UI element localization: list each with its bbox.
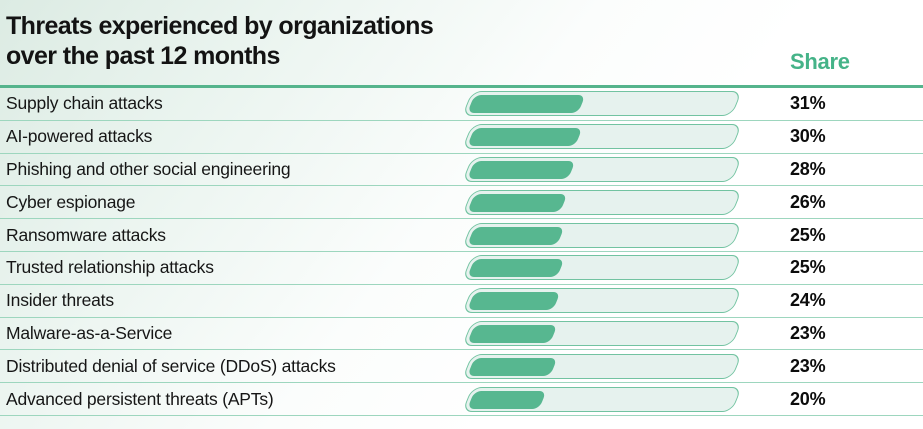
threat-label: Ransomware attacks <box>6 224 166 245</box>
table-row: Cyber espionage 26% <box>0 186 923 220</box>
bar-cell <box>461 88 743 120</box>
bar-track <box>461 91 743 117</box>
share-value: 23% <box>790 322 826 343</box>
table-row: Advanced persistent threats (APTs) 20% <box>0 383 923 416</box>
bar-track <box>461 156 743 182</box>
table-row: Distributed denial of service (DDoS) att… <box>0 350 923 384</box>
share-value: 26% <box>790 191 826 212</box>
bar-fill <box>467 291 561 310</box>
bar-fill <box>467 193 568 212</box>
share-value: 28% <box>790 158 826 179</box>
bar-fill <box>467 160 576 179</box>
bar-fill <box>467 94 586 113</box>
bar-cell <box>461 186 743 218</box>
share-value: 31% <box>790 93 826 114</box>
threat-label: Distributed denial of service (DDoS) att… <box>6 355 336 376</box>
threat-label: Insider threats <box>6 290 114 311</box>
table-row: Trusted relationship attacks 25% <box>0 252 923 285</box>
bar-cell <box>461 318 743 350</box>
table-row: Phishing and other social engineering 28… <box>0 154 923 187</box>
share-column-header: Share <box>790 49 850 74</box>
share-value: 24% <box>790 290 826 311</box>
share-value: 30% <box>790 126 826 147</box>
threat-label: Trusted relationship attacks <box>6 257 214 278</box>
chart-header: Threats experienced by organizations ove… <box>0 0 923 85</box>
bar-track <box>461 386 743 412</box>
bar-cell <box>461 350 743 382</box>
table-row: Malware-as-a-Service 23% <box>0 318 923 351</box>
bar-fill <box>467 127 583 146</box>
threat-label: Malware-as-a-Service <box>6 322 173 343</box>
bar-track <box>461 288 743 314</box>
share-value: 23% <box>790 355 826 376</box>
bar-cell <box>461 219 743 251</box>
chart-table: Supply chain attacks 31% AI-powered atta… <box>0 85 923 416</box>
bar-fill <box>467 258 565 277</box>
table-row: Ransomware attacks 25% <box>0 219 923 252</box>
threat-label: Cyber espionage <box>6 191 136 212</box>
bar-cell <box>461 252 743 284</box>
bar-cell <box>461 121 743 153</box>
share-value: 25% <box>790 224 826 245</box>
bar-fill <box>467 390 547 409</box>
table-row: Insider threats 24% <box>0 285 923 318</box>
bar-cell <box>461 154 743 186</box>
bar-track <box>461 320 743 346</box>
threat-label: AI-powered attacks <box>6 126 153 147</box>
bar-track <box>461 189 743 215</box>
bar-track <box>461 353 743 379</box>
bar-cell <box>461 285 743 317</box>
share-value: 20% <box>790 388 826 409</box>
threat-label: Advanced persistent threats (APTs) <box>6 388 274 409</box>
page-title-line-1: Threats experienced by organizations <box>6 12 434 40</box>
table-row: AI-powered attacks 30% <box>0 121 923 154</box>
bar-track <box>461 222 743 248</box>
bar-track <box>461 255 743 281</box>
threat-label: Supply chain attacks <box>6 93 163 114</box>
bar-track <box>461 124 743 150</box>
bar-cell <box>461 383 743 415</box>
page-title: Threats experienced by organizations ove… <box>6 12 923 71</box>
bar-fill <box>467 357 558 376</box>
bar-fill <box>467 324 558 343</box>
share-value: 25% <box>790 257 826 278</box>
page-title-line-2: over the past 12 months <box>6 41 280 70</box>
table-row: Supply chain attacks 31% <box>0 88 923 121</box>
threat-label: Phishing and other social engineering <box>6 158 291 179</box>
bar-fill <box>467 226 565 245</box>
